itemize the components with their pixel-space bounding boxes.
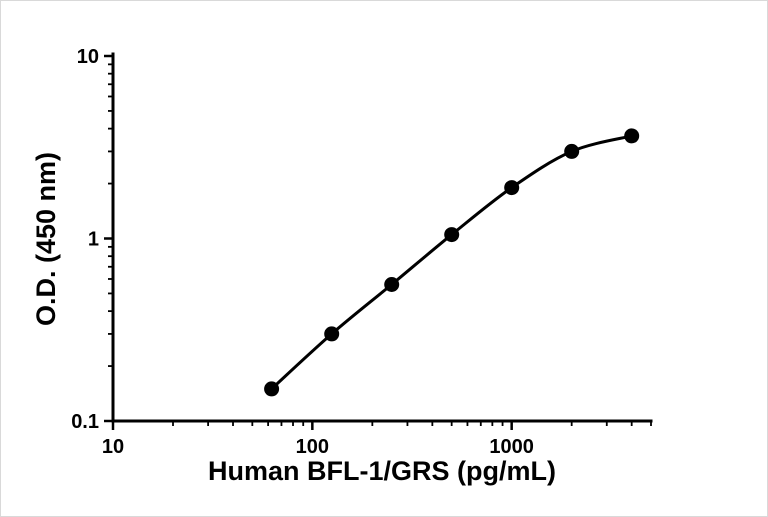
x-tick-label: 100 — [296, 436, 329, 458]
x-tick-label: 1000 — [489, 436, 534, 458]
y-tick-label: 1 — [88, 229, 99, 251]
axes — [111, 52, 653, 423]
data-point — [564, 143, 580, 159]
data-point — [384, 277, 400, 292]
x-axis-label: Human BFL-1/GRS (pg/mL) — [208, 456, 556, 486]
data-point — [264, 381, 280, 397]
data-point — [624, 128, 640, 144]
y-axis-label: O.D. (450 nm) — [31, 152, 61, 326]
data-point — [444, 227, 460, 243]
x-tick-label: 10 — [102, 436, 124, 458]
fit-curve — [270, 134, 634, 391]
y-tick-label: 10 — [77, 46, 99, 68]
data-point — [324, 326, 340, 342]
plot-generated-layer: 10 100 1000 0.1 1 10 — [71, 46, 653, 458]
y-tick-label: 0.1 — [71, 411, 99, 433]
data-point — [504, 180, 520, 196]
